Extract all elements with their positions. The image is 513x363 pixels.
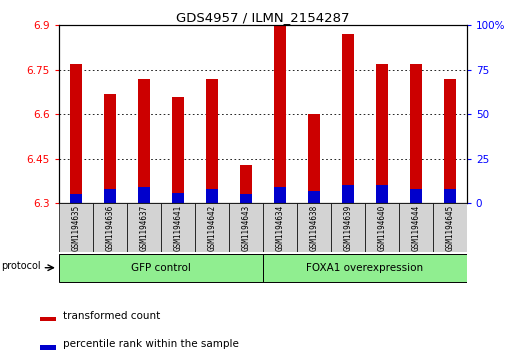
Bar [342,185,354,203]
Text: GSM1194636: GSM1194636 [106,205,114,251]
Text: GSM1194634: GSM1194634 [275,205,284,251]
Bar [444,79,456,203]
Bar [263,254,467,282]
Text: GFP control: GFP control [131,263,191,273]
Bar [433,203,467,252]
Bar [410,64,422,203]
Text: GSM1194635: GSM1194635 [71,205,81,251]
Text: percentile rank within the sample: percentile rank within the sample [63,339,239,349]
Text: GSM1194640: GSM1194640 [378,205,386,251]
Bar [342,34,354,203]
Bar [161,203,195,252]
Bar [127,203,161,252]
Text: FOXA1 overexpression: FOXA1 overexpression [306,263,423,273]
Title: GDS4957 / ILMN_2154287: GDS4957 / ILMN_2154287 [176,11,350,24]
Bar [206,79,218,203]
Bar [40,346,56,350]
Bar [263,203,297,252]
Bar [365,203,399,252]
Bar [195,203,229,252]
Text: GSM1194638: GSM1194638 [309,205,319,251]
Text: GSM1194641: GSM1194641 [173,205,183,251]
Bar [240,165,252,203]
Bar [274,187,286,203]
Bar [138,187,150,203]
Bar [399,203,433,252]
Bar [70,194,82,203]
Bar [138,79,150,203]
Text: GSM1194642: GSM1194642 [207,205,216,251]
Bar [172,193,184,203]
Bar [308,114,320,203]
Text: GSM1194637: GSM1194637 [140,205,148,251]
Bar [172,97,184,203]
Bar [59,203,93,252]
Bar [59,254,263,282]
Bar [240,194,252,203]
Text: GSM1194644: GSM1194644 [411,205,420,251]
Bar [70,64,82,203]
Bar [206,189,218,203]
Bar [297,203,331,252]
Bar [331,203,365,252]
Text: protocol: protocol [1,261,41,271]
Bar [376,64,388,203]
Bar [104,94,116,203]
Bar [410,189,422,203]
Bar [376,185,388,203]
Text: GSM1194643: GSM1194643 [242,205,250,251]
Text: GSM1194645: GSM1194645 [445,205,455,251]
Text: GSM1194639: GSM1194639 [343,205,352,251]
Bar [274,25,286,203]
Text: transformed count: transformed count [63,311,160,321]
Bar [93,203,127,252]
Bar [444,189,456,203]
Bar [104,189,116,203]
Bar [40,317,56,322]
Bar [308,191,320,203]
Bar [229,203,263,252]
